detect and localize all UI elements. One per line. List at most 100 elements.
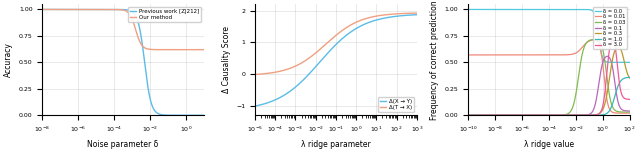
δ = 0.01 [535, 54, 543, 56]
Our method [55, 9, 63, 10]
Δ(T → X) [323, 43, 330, 45]
δ = 0.3 [529, 114, 537, 116]
Line: δ = 0.1: δ = 0.1 [468, 56, 630, 115]
δ = 0.03 [535, 114, 543, 116]
Δ(T → X) [317, 48, 324, 50]
δ = 0.0 [464, 9, 472, 10]
δ = 0.0 [590, 12, 598, 14]
δ = 0.0 [593, 23, 601, 24]
Legend: Δ(X → Y), Δ(T → X): Δ(X → Y), Δ(T → X) [378, 97, 414, 112]
δ = 0.1 [464, 114, 472, 116]
Δ(X → Y) [380, 17, 388, 19]
δ = 1.0 [481, 114, 488, 116]
δ = 0.03 [593, 39, 601, 41]
Line: δ = 0.01: δ = 0.01 [468, 40, 630, 113]
δ = 1.0 [464, 114, 472, 116]
δ = 0.01 [593, 40, 601, 42]
Line: δ = 0.0: δ = 0.0 [468, 9, 630, 62]
δ = 3.0 [609, 39, 616, 41]
Line: Previous work [ZJ212]: Previous work [ZJ212] [42, 9, 204, 115]
δ = 0.1 [604, 55, 611, 57]
Line: Our method: Our method [42, 9, 204, 50]
δ = 0.03 [590, 39, 598, 41]
δ = 0.3 [593, 114, 601, 116]
δ = 3.0 [529, 114, 537, 116]
Previous work [ZJ212] [104, 9, 111, 10]
Δ(X → Y) [317, 60, 324, 62]
δ = 0.1 [481, 114, 488, 116]
δ = 3.0 [464, 114, 472, 116]
δ = 1.0 [590, 114, 598, 116]
δ = 0.01 [590, 39, 598, 41]
δ = 0.01 [481, 54, 488, 56]
δ = 0.1 [535, 114, 543, 116]
δ = 0.1 [575, 114, 583, 116]
δ = 3.0 [626, 98, 634, 100]
δ = 1.0 [626, 76, 634, 78]
δ = 0.1 [529, 114, 537, 116]
δ = 1.0 [593, 114, 601, 116]
δ = 0.1 [593, 95, 601, 97]
δ = 0.1 [626, 110, 634, 112]
Line: Δ(X → Y): Δ(X → Y) [255, 15, 417, 106]
Line: δ = 1.0: δ = 1.0 [468, 77, 630, 115]
δ = 0.3 [575, 114, 583, 116]
Legend: δ = 0.0, δ = 0.01, δ = 0.03, δ = 0.1, δ = 0.3, δ = 1.0, δ = 3.0: δ = 0.0, δ = 0.01, δ = 0.03, δ = 0.1, δ … [593, 7, 627, 49]
Y-axis label: Δ Causality Score: Δ Causality Score [221, 26, 230, 93]
δ = 3.0 [593, 114, 601, 116]
Δ(T → X) [413, 12, 420, 14]
Our method [200, 49, 208, 51]
δ = 0.0 [575, 9, 583, 10]
δ = 3.0 [590, 114, 598, 116]
δ = 0.3 [464, 114, 472, 116]
δ = 0.3 [481, 114, 488, 116]
Y-axis label: Frequency of correct prediction: Frequency of correct prediction [430, 0, 439, 119]
X-axis label: λ ridge parameter: λ ridge parameter [301, 140, 371, 149]
δ = 0.3 [535, 114, 543, 116]
Δ(X → Y) [378, 18, 385, 20]
δ = 1.0 [575, 114, 583, 116]
Δ(T → X) [362, 18, 370, 19]
δ = 0.01 [626, 112, 634, 114]
Our method [168, 49, 175, 51]
δ = 0.1 [590, 107, 598, 109]
Previous work [ZJ212] [149, 107, 157, 109]
δ = 0.03 [529, 114, 537, 116]
Previous work [ZJ212] [109, 9, 117, 10]
Previous work [ZJ212] [164, 114, 172, 116]
δ = 1.0 [535, 114, 543, 116]
δ = 0.0 [535, 9, 543, 10]
Δ(T → X) [268, 72, 275, 74]
δ = 0.01 [464, 54, 472, 56]
δ = 3.0 [535, 114, 543, 116]
Δ(X → Y) [362, 23, 370, 24]
Our method [109, 9, 117, 10]
δ = 0.03 [575, 72, 583, 74]
Line: δ = 3.0: δ = 3.0 [468, 40, 630, 115]
Δ(X → Y) [268, 101, 275, 102]
δ = 0.03 [590, 39, 598, 41]
Δ(X → Y) [323, 54, 330, 56]
δ = 0.01 [575, 50, 583, 52]
Δ(T → X) [252, 74, 259, 75]
Previous work [ZJ212] [38, 9, 46, 10]
Δ(X → Y) [413, 14, 420, 16]
δ = 0.3 [614, 46, 622, 47]
Our method [149, 49, 157, 50]
Line: δ = 0.3: δ = 0.3 [468, 47, 630, 115]
δ = 0.03 [481, 114, 488, 116]
Previous work [ZJ212] [168, 114, 175, 116]
Line: Δ(T → X): Δ(T → X) [255, 13, 417, 75]
Our method [38, 9, 46, 10]
δ = 0.03 [464, 114, 472, 116]
δ = 0.0 [481, 9, 488, 10]
δ = 0.0 [626, 62, 634, 63]
δ = 0.0 [529, 9, 537, 10]
Our method [164, 49, 172, 51]
δ = 3.0 [575, 114, 583, 116]
Δ(T → X) [378, 14, 385, 16]
X-axis label: Noise parameter δ: Noise parameter δ [88, 140, 159, 149]
δ = 3.0 [481, 114, 488, 116]
Our method [104, 9, 111, 10]
δ = 0.3 [626, 77, 634, 79]
